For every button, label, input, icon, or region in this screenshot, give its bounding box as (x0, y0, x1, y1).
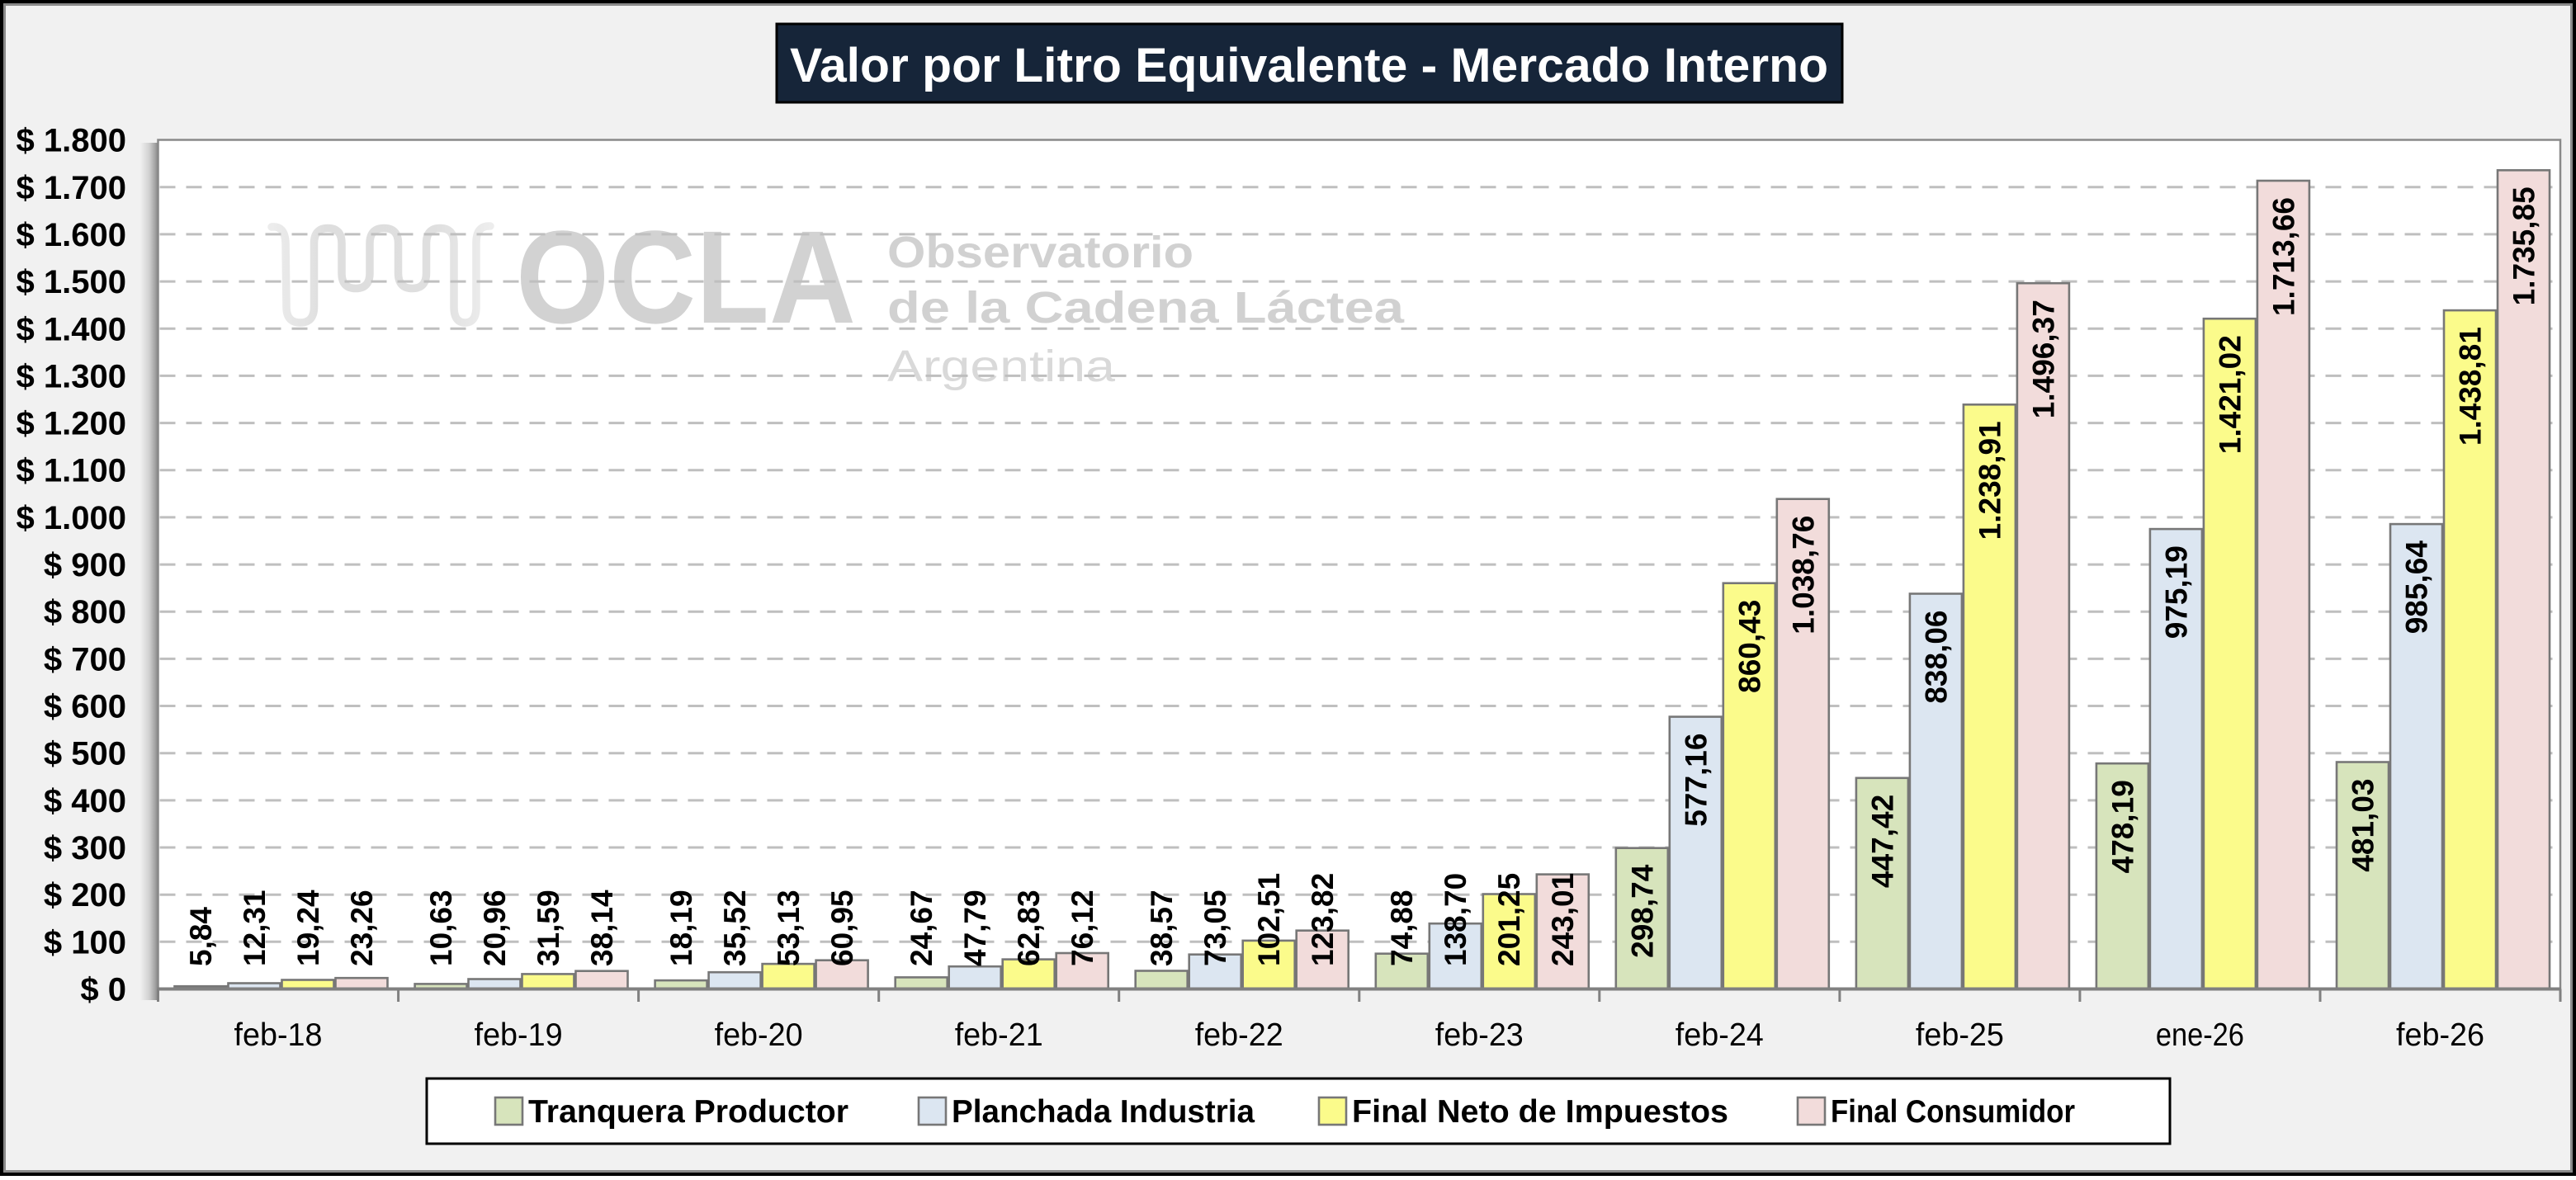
svg-text:$ 1.400: $ 1.400 (17, 311, 126, 347)
svg-text:feb-26: feb-26 (2396, 1017, 2484, 1053)
svg-text:$ 1.800: $ 1.800 (17, 123, 126, 159)
svg-text:ene-26: ene-26 (2156, 1017, 2244, 1053)
svg-text:478,19: 478,19 (2106, 780, 2139, 873)
svg-text:76,12: 76,12 (1066, 890, 1099, 966)
svg-text:$ 1.300: $ 1.300 (17, 358, 126, 394)
svg-text:73,05: 73,05 (1198, 890, 1232, 966)
svg-text:19,24: 19,24 (291, 890, 325, 966)
svg-text:1.496,37: 1.496,37 (2026, 300, 2060, 418)
svg-text:481,03: 481,03 (2347, 779, 2380, 872)
svg-text:38,14: 38,14 (585, 890, 619, 966)
svg-text:23,26: 23,26 (345, 890, 379, 966)
svg-text:10,63: 10,63 (424, 890, 458, 966)
svg-text:$ 900: $ 900 (44, 547, 126, 583)
svg-text:$ 1.100: $ 1.100 (17, 453, 126, 489)
svg-text:feb-18: feb-18 (234, 1017, 323, 1053)
svg-text:feb-24: feb-24 (1676, 1017, 1764, 1053)
svg-text:$ 600: $ 600 (44, 689, 126, 725)
svg-text:447,42: 447,42 (1865, 795, 1899, 888)
svg-text:74,88: 74,88 (1385, 890, 1419, 966)
svg-text:Valor por Litro Equivalente -: Valor por Litro Equivalente - Mercado In… (790, 39, 1828, 92)
svg-text:1.735,85: 1.735,85 (2507, 186, 2541, 305)
svg-text:60,95: 60,95 (825, 890, 859, 966)
svg-text:feb-22: feb-22 (1195, 1017, 1283, 1053)
svg-text:838,06: 838,06 (1919, 611, 1953, 704)
svg-text:feb-25: feb-25 (1916, 1017, 2004, 1053)
svg-text:$ 1.500: $ 1.500 (17, 264, 126, 300)
svg-text:Observatorio: Observatorio (887, 228, 1193, 277)
svg-text:de la Cadena Láctea: de la Cadena Láctea (887, 283, 1405, 333)
svg-text:$ 1.700: $ 1.700 (17, 170, 126, 206)
svg-text:201,25: 201,25 (1492, 873, 1526, 966)
svg-text:1.438,81: 1.438,81 (2454, 327, 2488, 446)
svg-text:102,51: 102,51 (1252, 873, 1286, 966)
svg-text:feb-19: feb-19 (475, 1017, 563, 1053)
svg-text:1.038,76: 1.038,76 (1786, 516, 1820, 635)
svg-text:138,70: 138,70 (1439, 873, 1472, 966)
svg-text:53,13: 53,13 (772, 890, 806, 966)
svg-text:35,52: 35,52 (718, 890, 752, 966)
svg-text:243,01: 243,01 (1546, 873, 1580, 966)
svg-text:$ 300: $ 300 (44, 830, 126, 866)
svg-text:18,19: 18,19 (664, 890, 698, 966)
svg-text:feb-20: feb-20 (715, 1017, 803, 1053)
svg-text:20,96: 20,96 (478, 890, 512, 966)
svg-text:298,74: 298,74 (1625, 864, 1659, 958)
svg-text:1.238,91: 1.238,91 (1973, 421, 2006, 540)
svg-text:$ 100: $ 100 (44, 924, 126, 961)
svg-text:38,57: 38,57 (1145, 890, 1179, 966)
svg-text:985,64: 985,64 (2400, 540, 2434, 635)
svg-text:62,83: 62,83 (1012, 890, 1046, 966)
svg-text:$ 1.600: $ 1.600 (17, 217, 126, 253)
svg-text:Final Consumidor: Final Consumidor (1831, 1094, 2075, 1130)
svg-text:577,16: 577,16 (1679, 734, 1713, 827)
svg-text:$ 1.200: $ 1.200 (17, 406, 126, 442)
svg-text:5,84: 5,84 (184, 907, 218, 966)
svg-text:1.421,02: 1.421,02 (2213, 335, 2247, 454)
svg-text:$ 0: $ 0 (80, 972, 126, 1008)
svg-text:12,31: 12,31 (238, 890, 272, 966)
svg-text:31,59: 31,59 (532, 890, 565, 966)
svg-text:Tranquera Productor: Tranquera Productor (528, 1094, 848, 1130)
svg-text:24,67: 24,67 (905, 890, 938, 966)
svg-text:$ 800: $ 800 (44, 594, 126, 630)
svg-text:123,82: 123,82 (1306, 873, 1340, 966)
svg-text:$ 200: $ 200 (44, 877, 126, 913)
svg-text:feb-21: feb-21 (955, 1017, 1043, 1053)
svg-text:860,43: 860,43 (1732, 600, 1766, 693)
svg-text:Planchada Industria: Planchada Industria (952, 1094, 1255, 1130)
svg-text:feb-23: feb-23 (1435, 1017, 1524, 1053)
svg-text:$ 700: $ 700 (44, 641, 126, 677)
svg-text:OCLA: OCLA (516, 203, 856, 351)
svg-text:47,79: 47,79 (958, 890, 992, 966)
svg-text:$ 500: $ 500 (44, 736, 126, 772)
svg-text:$ 400: $ 400 (44, 783, 126, 819)
svg-text:$ 1.000: $ 1.000 (17, 500, 126, 536)
svg-text:1.713,66: 1.713,66 (2266, 197, 2300, 316)
svg-text:975,19: 975,19 (2159, 545, 2193, 639)
svg-text:Final Neto de Impuestos: Final Neto de Impuestos (1352, 1094, 1728, 1130)
svg-text:Argentina: Argentina (887, 342, 1116, 391)
